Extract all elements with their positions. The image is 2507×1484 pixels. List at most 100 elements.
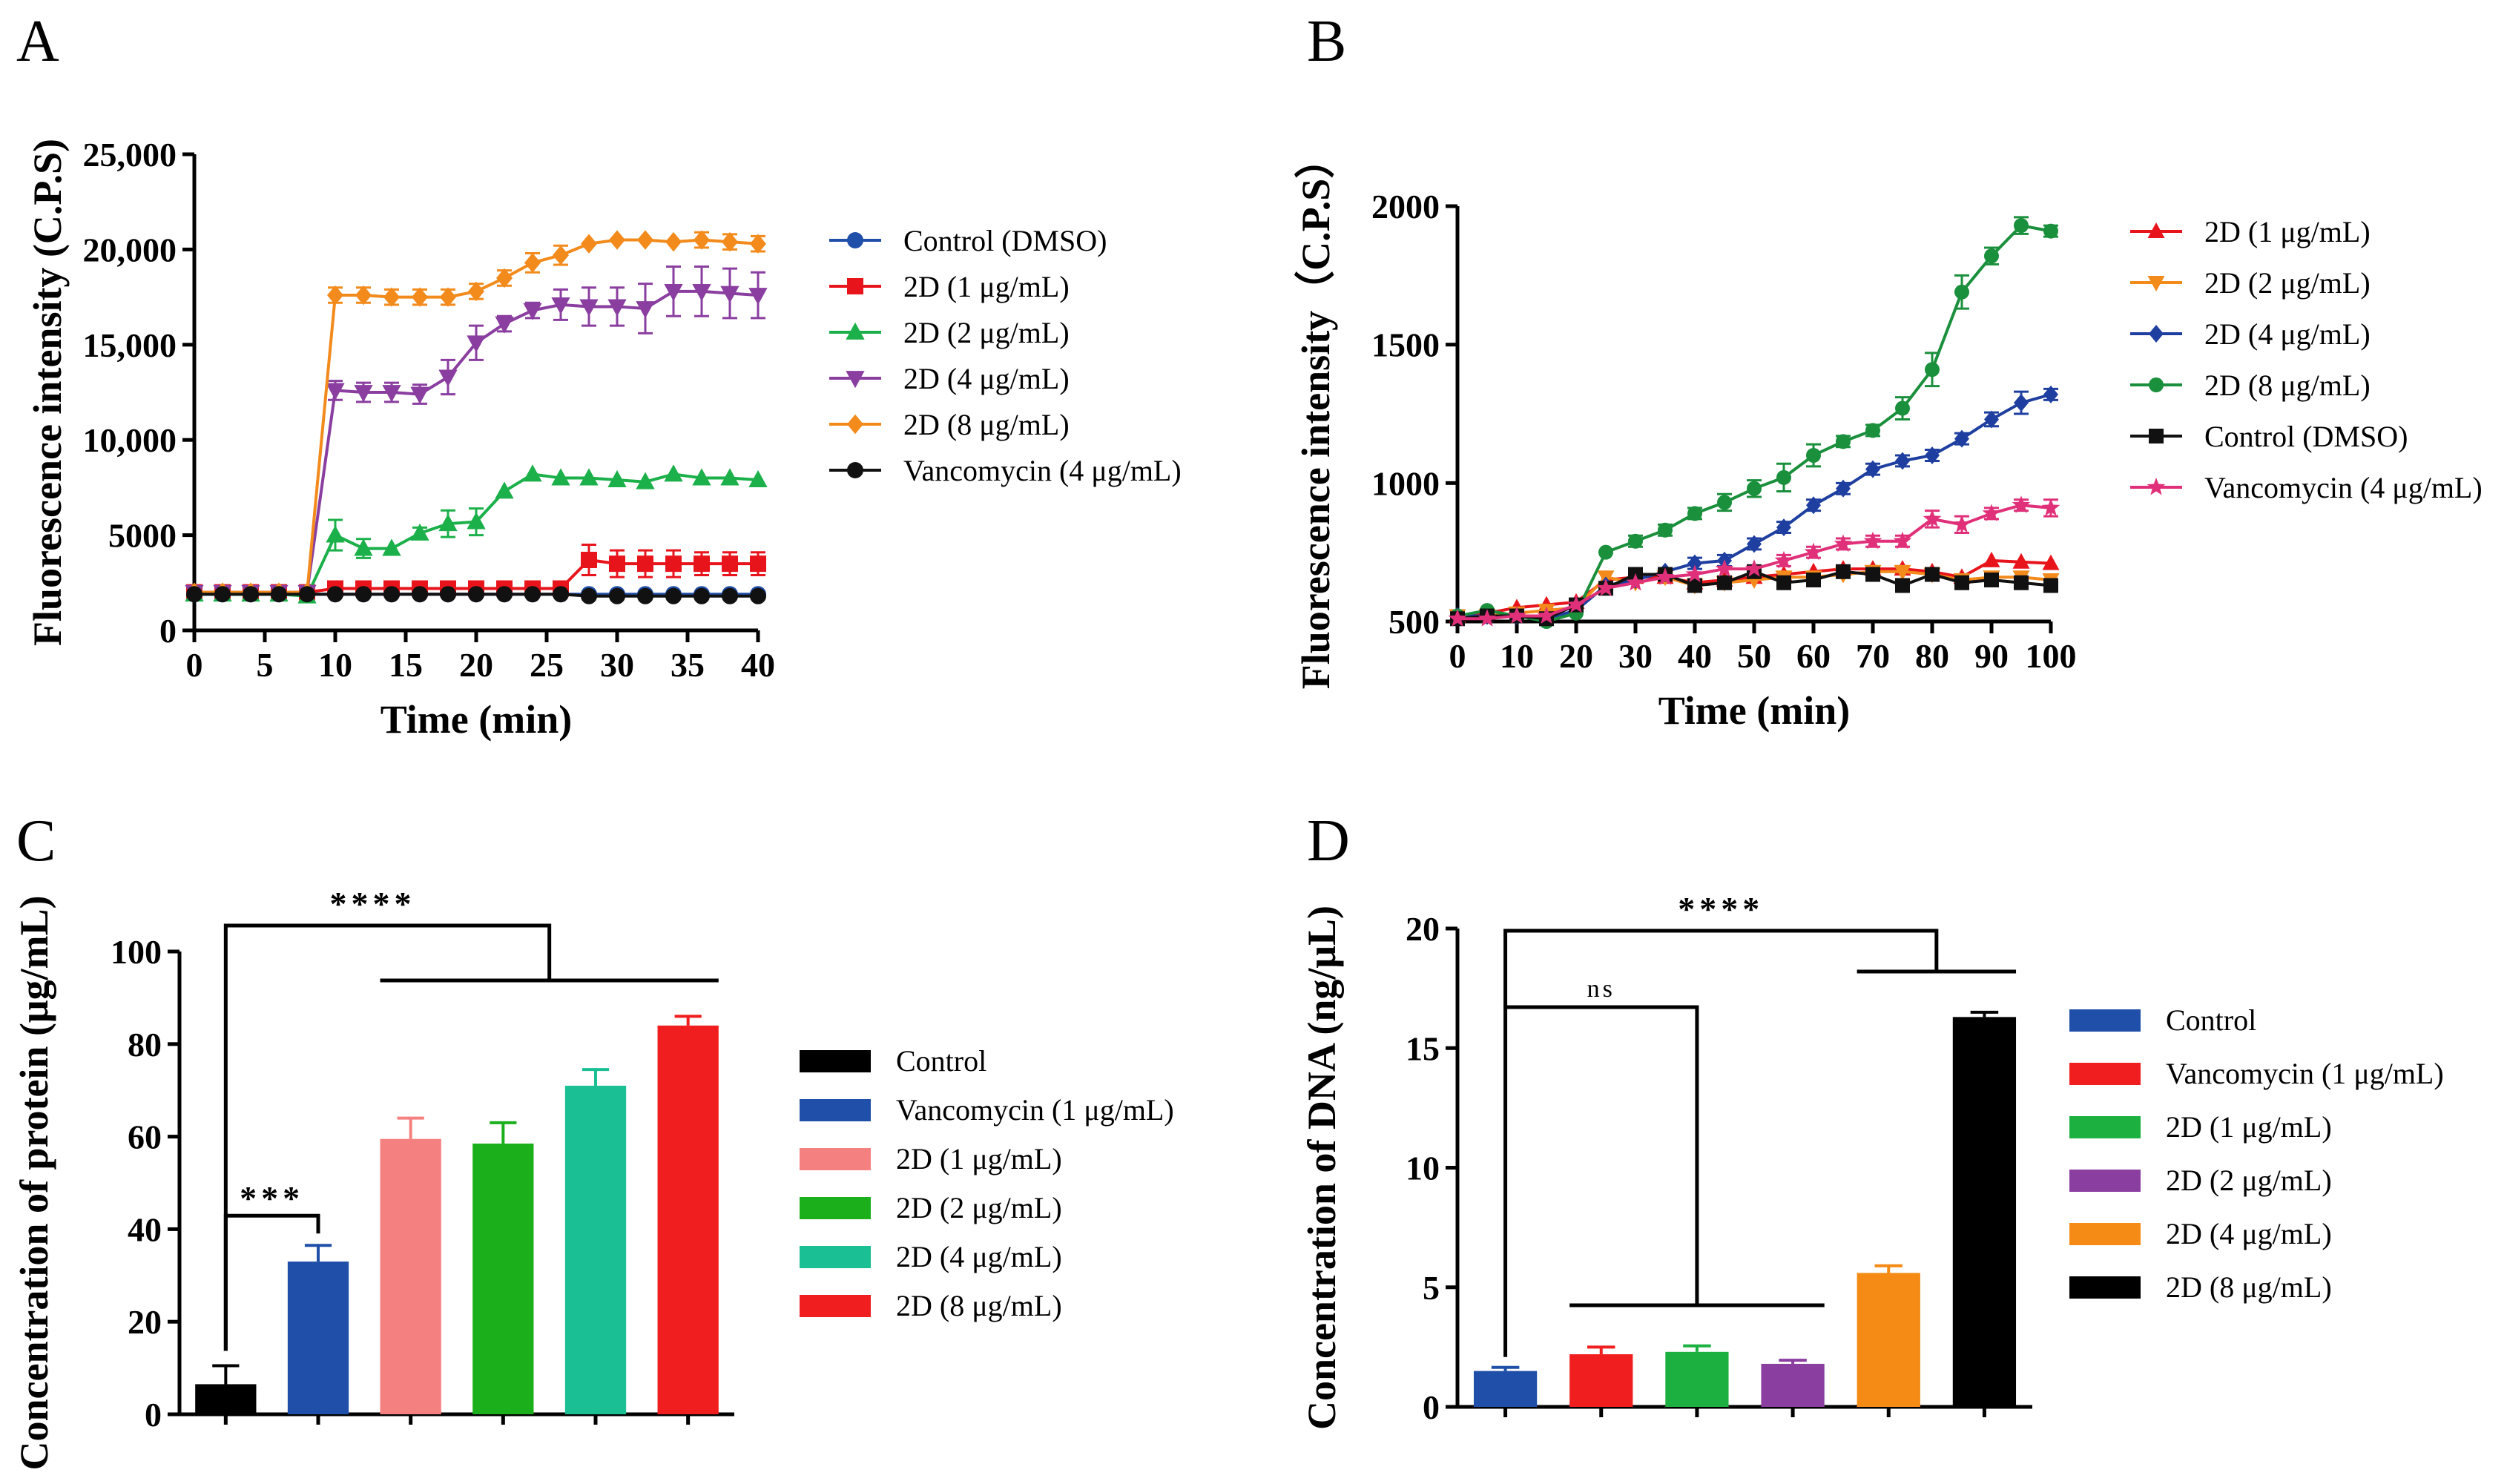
- data-point: [636, 301, 655, 319]
- data-point: [665, 587, 682, 604]
- data-point: [720, 286, 739, 303]
- legend-label: 2D (4 μg/mL): [903, 362, 1070, 395]
- data-point: [1537, 606, 1556, 624]
- data-point: [694, 555, 710, 573]
- x-tick-label: 30: [1618, 637, 1653, 675]
- data-point: [750, 555, 766, 573]
- x-axis-title: Time (min): [381, 697, 572, 742]
- y-axis-title: Concentration of protein (μg/mL): [12, 895, 56, 1470]
- legend-label: 2D (4 μg/mL): [2204, 317, 2371, 351]
- data-point: [1925, 446, 1940, 464]
- data-point: [665, 231, 682, 252]
- data-point: [2014, 394, 2029, 412]
- data-point: [637, 555, 653, 573]
- data-point: [495, 316, 514, 334]
- series-vancomycin-4-g-ml: [1448, 495, 2060, 627]
- data-point: [637, 587, 653, 604]
- bar-2d-8-g-ml: [657, 1025, 719, 1414]
- y-tick-label: 10,000: [83, 421, 177, 459]
- series-2d-8-g-ml: [186, 230, 766, 602]
- data-point: [271, 586, 287, 603]
- data-point: [1656, 567, 1675, 585]
- y-tick-label: 500: [1388, 603, 1440, 641]
- data-point: [1658, 522, 1673, 538]
- data-point: [1894, 564, 1911, 581]
- legend-marker: [2147, 222, 2165, 238]
- legend-label: 2D (8 μg/mL): [903, 408, 1070, 441]
- data-point: [722, 555, 738, 573]
- y-tick-label: 5000: [108, 517, 177, 555]
- data-point: [1448, 609, 1467, 627]
- data-point: [495, 481, 514, 499]
- data-point: [1895, 452, 1910, 470]
- data-point: [694, 230, 710, 250]
- data-point: [467, 512, 486, 530]
- x-tick-label: 90: [1974, 637, 2009, 675]
- data-point: [1836, 564, 1851, 579]
- data-point: [2042, 554, 2060, 570]
- data-point: [1806, 496, 1821, 515]
- data-point: [1717, 495, 1732, 510]
- data-point: [1954, 575, 1969, 590]
- y-tick-label: 80: [128, 1026, 162, 1063]
- data-point: [523, 464, 542, 482]
- bar-2d-1-g-ml: [380, 1138, 441, 1414]
- legend-label: 2D (8 μg/mL): [896, 1289, 1062, 1322]
- data-point: [551, 297, 570, 315]
- legend-swatch: [800, 1050, 871, 1072]
- data-point: [1836, 434, 1851, 449]
- y-tick-label: 20,000: [83, 231, 177, 268]
- data-point: [467, 335, 486, 353]
- legend-marker: [2147, 276, 2165, 291]
- data-point: [1984, 410, 1999, 429]
- data-point: [1717, 575, 1732, 590]
- y-tick-label: 25,000: [83, 136, 177, 174]
- x-tick-label: 20: [459, 646, 493, 684]
- data-point: [1747, 481, 1762, 496]
- panel-letter: B: [1307, 9, 1346, 74]
- data-point: [412, 287, 428, 307]
- data-point: [214, 586, 231, 603]
- legend-label: Control (DMSO): [2204, 420, 2408, 453]
- data-point: [438, 369, 458, 387]
- data-point: [524, 253, 541, 273]
- x-tick-label: 5: [257, 646, 274, 684]
- data-point: [243, 586, 259, 603]
- y-tick-label: 0: [145, 1396, 162, 1434]
- legend-swatch: [2069, 1223, 2141, 1245]
- data-point: [354, 385, 373, 403]
- data-point: [326, 383, 345, 400]
- data-point: [524, 586, 541, 603]
- legend-label: 2D (2 μg/mL): [903, 316, 1070, 349]
- panel-b-chart: B 0 10 20 30 40 50 60 70 80 90 100 500 1000 1500 2000 Ti…: [1294, 9, 2483, 733]
- x-axis-title: Time (min): [1658, 688, 1850, 733]
- data-point: [1954, 429, 1969, 448]
- y-axis-title: Concentration of DNA (ng/μL): [1299, 906, 1344, 1430]
- legend-label: 2D (2 μg/mL): [2166, 1164, 2332, 1197]
- data-point: [1685, 564, 1704, 583]
- data-point: [1598, 544, 1613, 560]
- legend-label: Vancomycin (1 μg/mL): [896, 1093, 1174, 1127]
- panel-letter: A: [16, 9, 59, 74]
- data-point: [553, 245, 569, 266]
- legend-marker: [2147, 478, 2166, 495]
- data-point: [720, 468, 739, 486]
- data-point: [355, 586, 372, 603]
- data-point: [2043, 223, 2058, 239]
- data-point: [1747, 535, 1762, 553]
- significance-label: ****: [330, 885, 416, 923]
- data-point: [496, 586, 513, 603]
- x-tick-label: 80: [1915, 637, 1949, 675]
- data-point: [1477, 609, 1497, 627]
- data-point: [1925, 567, 1940, 582]
- data-point: [1776, 518, 1791, 537]
- data-point: [1776, 469, 1791, 485]
- panel-c-chart: C 0 20 40 60 80 100 Concentration of protein (μ…: [12, 808, 1174, 1471]
- data-point: [1804, 542, 1823, 561]
- data-point: [2012, 553, 2030, 569]
- data-point: [523, 303, 542, 320]
- data-point: [722, 587, 738, 604]
- x-tick-label: 15: [389, 646, 423, 684]
- data-point: [383, 287, 400, 307]
